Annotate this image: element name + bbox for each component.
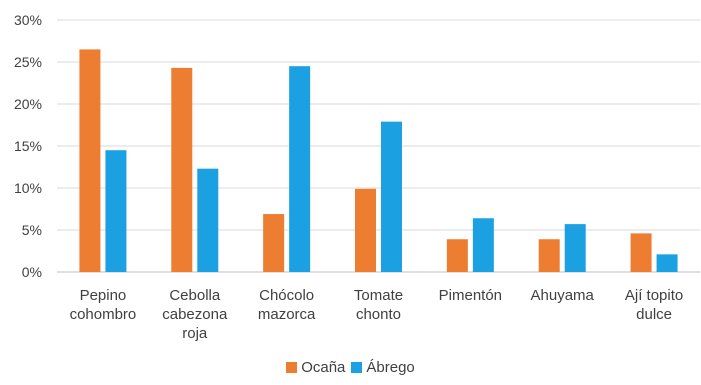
bar-ocana — [171, 67, 193, 272]
y-axis: 0% 5% 10% 15% 20% 25% 30% — [14, 12, 42, 280]
bar-abrego — [289, 66, 311, 272]
bars — [79, 49, 678, 273]
x-tick-label: Ají topito dulce — [625, 287, 683, 323]
x-axis: Pepino cohombro Cebolla cabezona roja Chócolo… — [70, 287, 684, 342]
legend-item-abrego: Ábrego — [351, 359, 415, 376]
bar-abrego — [564, 224, 586, 272]
bar-ocana — [263, 214, 285, 272]
legend-item-ocana: Ocaña — [286, 359, 345, 376]
legend-swatch-abrego — [351, 362, 363, 373]
bar-abrego — [197, 168, 219, 272]
legend-label-ocana: Ocaña — [301, 359, 346, 376]
bar-ocana — [355, 188, 376, 272]
y-tick-label: 20% — [14, 96, 42, 112]
bar-abrego — [472, 218, 494, 272]
x-tick-label: Chócolo mazorca — [258, 287, 316, 323]
x-tick-label: Cebolla cabezona roja — [162, 287, 228, 342]
bar-ocana — [79, 49, 101, 273]
legend-swatch-ocana — [286, 362, 298, 373]
bar-abrego — [105, 150, 127, 272]
bar-ocana — [446, 239, 468, 272]
y-tick-label: 25% — [14, 54, 42, 70]
y-tick-label: 0% — [22, 264, 42, 280]
y-tick-label: 15% — [14, 138, 42, 154]
gridlines — [57, 19, 700, 273]
bar-ocana — [630, 233, 652, 272]
bar-abrego — [656, 254, 678, 272]
bar-abrego — [381, 121, 402, 272]
y-tick-label: 10% — [14, 180, 42, 196]
x-tick-label: Pimentón — [439, 287, 502, 304]
x-tick-label: Tomate chonto — [354, 287, 403, 323]
y-tick-label: 30% — [14, 12, 42, 28]
x-tick-label: Ahuyama — [531, 287, 595, 304]
x-tick-label: Pepino cohombro — [70, 287, 137, 323]
legend: Ocaña Ábrego — [0, 359, 701, 376]
y-tick-label: 5% — [22, 222, 42, 238]
bar-ocana — [538, 239, 560, 272]
legend-label-abrego: Ábrego — [366, 359, 415, 376]
